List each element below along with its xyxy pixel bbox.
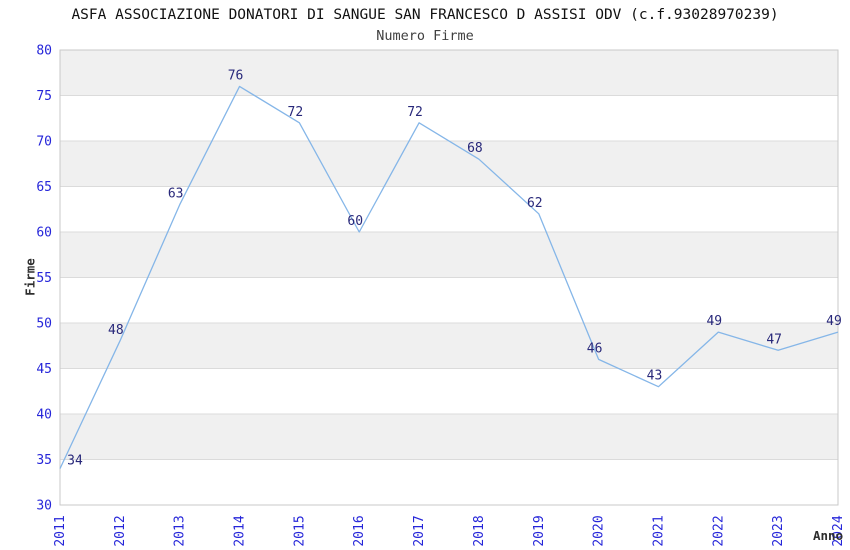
data-line: [59, 85, 839, 469]
data-point-label: 63: [168, 187, 184, 202]
data-point-label: 34: [67, 454, 83, 469]
plot-band: [60, 232, 838, 278]
y-tick-label: 30: [36, 499, 52, 514]
x-axis-title: Anno: [813, 528, 844, 543]
x-tick-label: 2024: [831, 515, 846, 546]
data-point-label: 72: [288, 105, 304, 120]
data-point-label: 68: [467, 141, 483, 156]
x-tick-label: 2022: [711, 515, 726, 546]
plot-band: [60, 141, 838, 187]
y-tick-label: 65: [36, 180, 52, 195]
y-tick-label: 55: [36, 271, 52, 286]
x-tick-label: 2019: [532, 515, 547, 546]
plot-border: [59, 49, 839, 506]
x-tick-label: 2012: [113, 515, 128, 546]
data-point-label: 76: [228, 68, 244, 83]
y-tick-label: 40: [36, 408, 52, 423]
plot-band: [60, 414, 838, 460]
data-point-label: 43: [647, 369, 663, 384]
y-tick-label: 50: [36, 317, 52, 332]
x-tick-label: 2013: [173, 515, 188, 546]
data-point-label: 62: [527, 196, 543, 211]
data-point-label: 72: [407, 105, 423, 120]
y-tick-label: 80: [36, 44, 52, 59]
y-tick-label: 60: [36, 226, 52, 241]
data-point-label: 49: [706, 314, 722, 329]
y-axis-title: Firme: [22, 258, 38, 296]
y-tick-label: 45: [36, 362, 52, 377]
plot-band: [60, 50, 838, 96]
x-tick-label: 2016: [352, 515, 367, 546]
chart-subtitle: Numero Firme: [376, 28, 474, 44]
x-tick-label: 2023: [771, 515, 786, 546]
x-tick-label: 2018: [472, 515, 487, 546]
x-tick-label: 2017: [412, 515, 427, 546]
y-tick-label: 70: [36, 135, 52, 150]
y-tick-label: 35: [36, 453, 52, 468]
x-tick-label: 2020: [592, 515, 607, 546]
data-point-label: 60: [347, 214, 363, 229]
x-tick-label: 2014: [233, 515, 248, 546]
x-tick-label: 2015: [292, 515, 307, 546]
plot-band: [60, 323, 838, 369]
data-point-label: 49: [826, 314, 842, 329]
chart-title: ASFA ASSOCIAZIONE DONATORI DI SANGUE SAN…: [71, 7, 779, 23]
x-tick-label: 2011: [53, 515, 68, 546]
data-point-label: 47: [766, 332, 782, 347]
data-point-label: 46: [587, 341, 603, 356]
x-tick-label: 2021: [651, 515, 666, 546]
data-point-label: 48: [108, 323, 124, 338]
y-tick-label: 75: [36, 89, 52, 104]
